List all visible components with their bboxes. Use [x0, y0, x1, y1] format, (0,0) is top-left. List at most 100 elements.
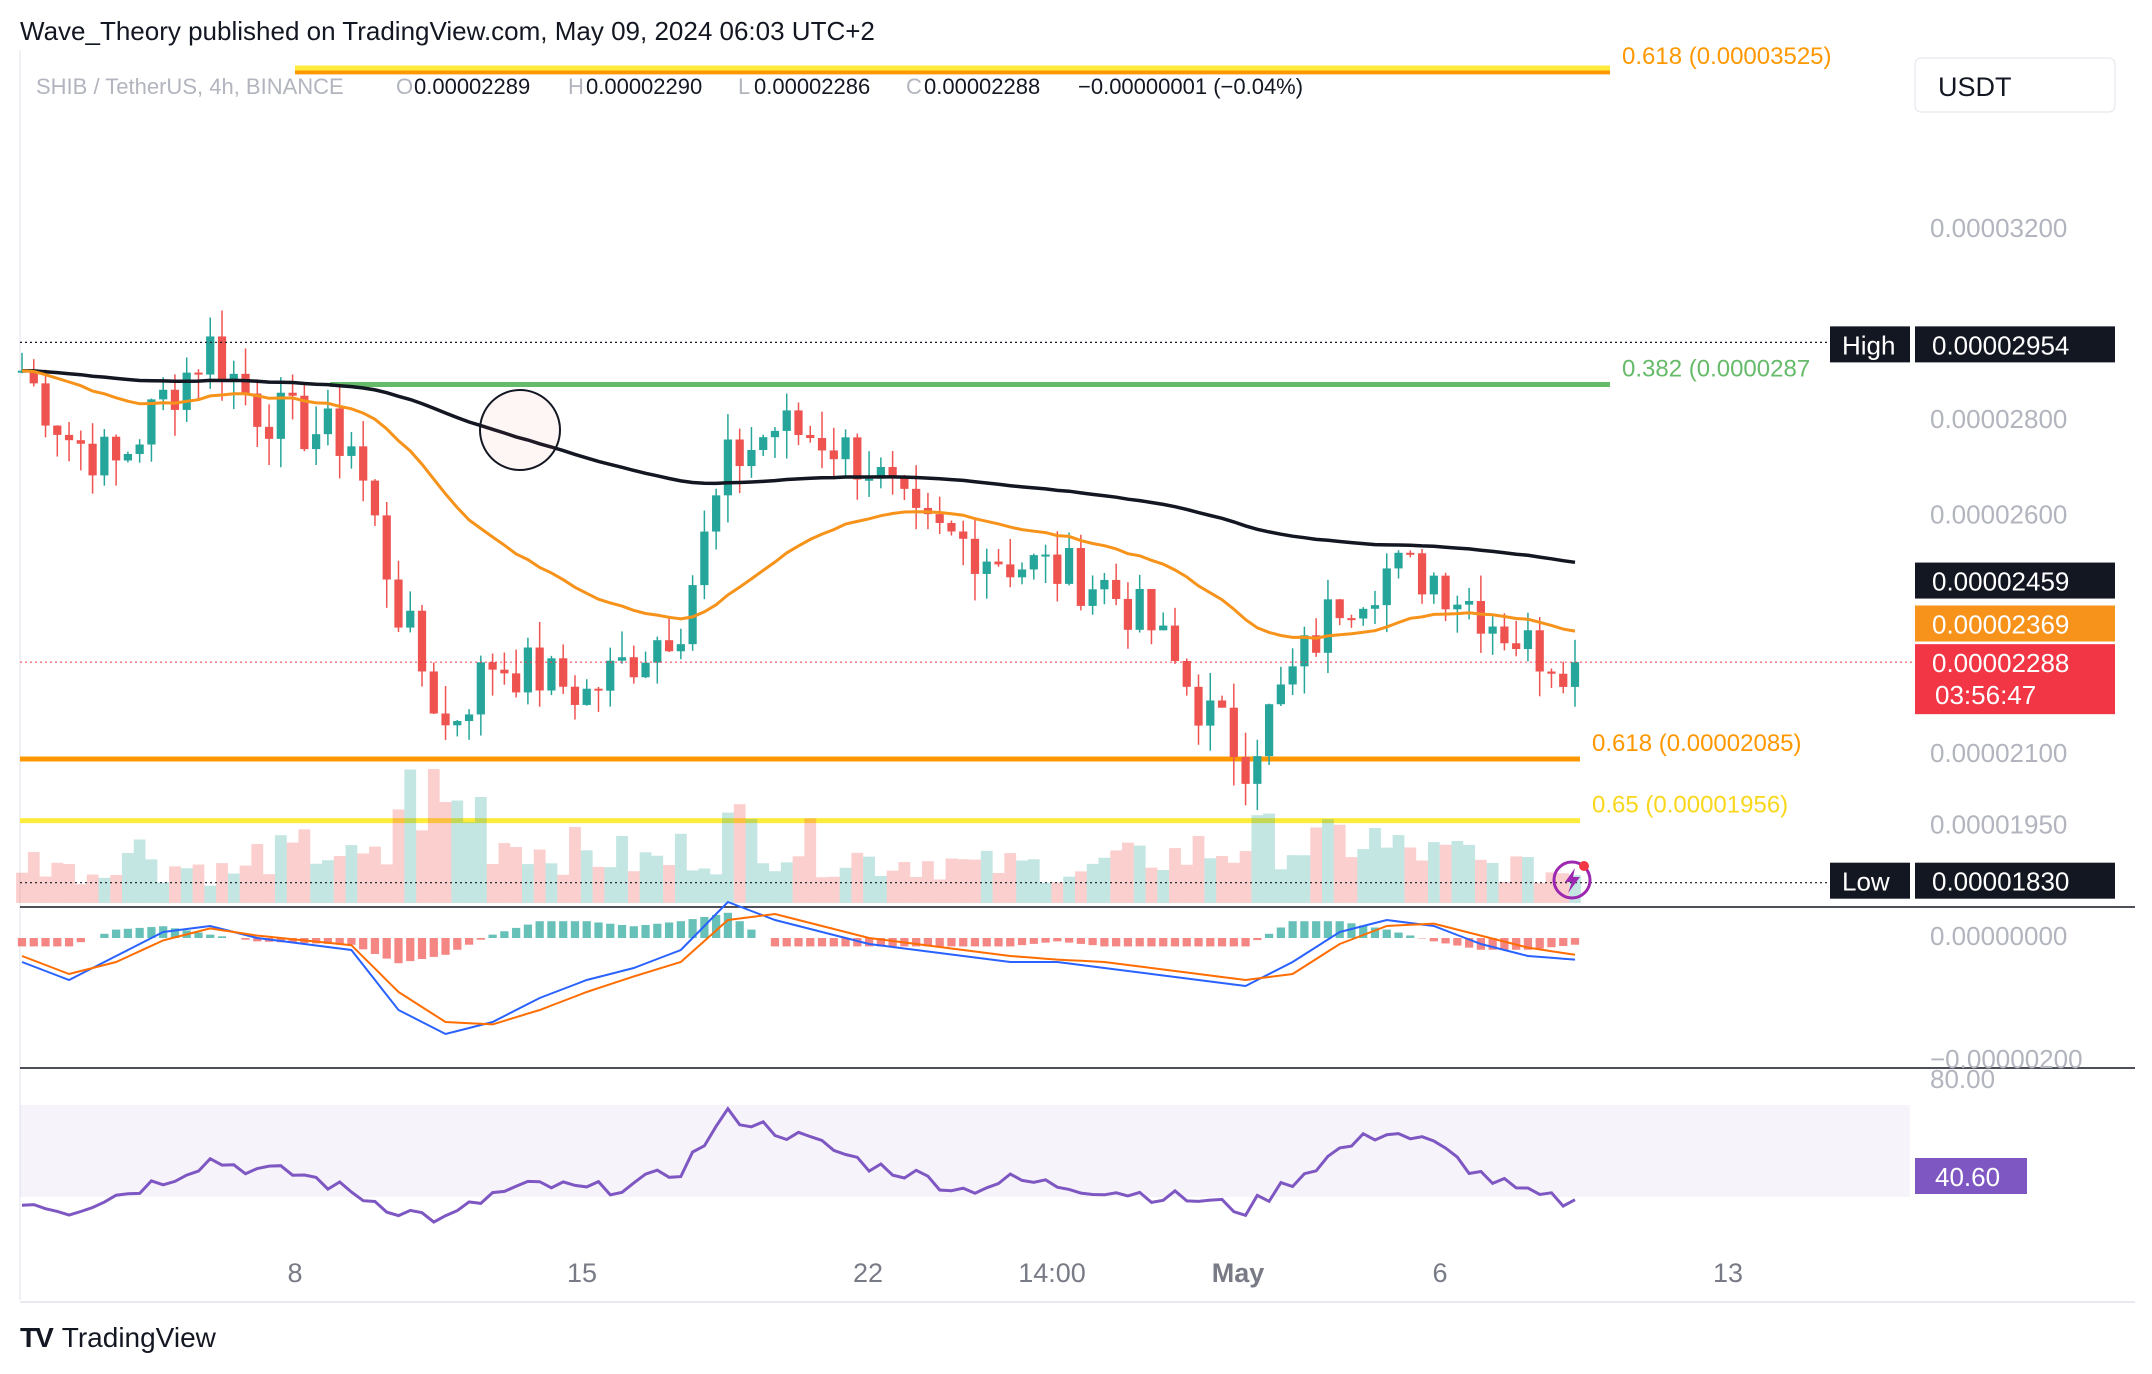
macd-bar: [1370, 927, 1380, 938]
macd-bar: [1300, 921, 1309, 938]
signal-line: [21, 912, 1576, 1026]
volume-bar: [839, 867, 852, 903]
macd-bar: [947, 938, 956, 947]
candle: [500, 652, 509, 685]
candle: [912, 465, 921, 530]
volume-bar: [710, 874, 723, 903]
macd-bar: [76, 938, 85, 943]
ohlc-h-label: H: [568, 74, 584, 99]
macd-bar: [1288, 921, 1297, 938]
candle: [76, 430, 85, 471]
price-marker-2: 0.00002369: [1915, 605, 2115, 642]
macd-bar: [994, 938, 1003, 947]
footer-brand[interactable]: TV TradingView: [20, 1322, 216, 1354]
macd-bar: [876, 938, 885, 947]
candle: [994, 548, 1003, 567]
tradingview-logo-icon: TV: [20, 1322, 54, 1353]
volume-bar: [1004, 853, 1017, 903]
candle: [335, 386, 344, 479]
candle: [300, 383, 309, 452]
rsi-y-tick: 80.00: [1930, 1064, 1995, 1094]
volume-bar: [98, 877, 111, 903]
candle: [88, 423, 97, 494]
candle: [359, 421, 368, 502]
macd-y-tick: −0.00000200: [1930, 1044, 2083, 1074]
macd-bar: [1135, 938, 1144, 947]
alert-icon[interactable]: [1552, 860, 1592, 900]
candle: [1029, 553, 1038, 580]
volume-bar: [1310, 827, 1323, 903]
volume-bar: [1286, 855, 1299, 903]
volume-bar: [510, 847, 523, 903]
macd-bar: [1017, 938, 1027, 946]
candle: [1488, 616, 1497, 655]
volume-bar: [969, 859, 981, 903]
candle: [1253, 739, 1262, 811]
macd-bar: [41, 938, 50, 947]
volume-bar: [980, 850, 993, 903]
macd-bar: [1276, 927, 1285, 938]
candlesticks: [17, 310, 1580, 811]
macd-bar: [770, 938, 780, 947]
macd-bar: [1112, 938, 1121, 947]
volume-bar: [1545, 872, 1558, 903]
macd-bar: [347, 938, 356, 945]
macd-bar: [135, 927, 144, 938]
macd-bar: [853, 938, 862, 947]
candle: [653, 636, 662, 684]
volume-bar: [1039, 882, 1052, 903]
macd-bar: [1100, 938, 1109, 947]
candle: [370, 479, 380, 526]
macd-bar: [747, 929, 756, 938]
candle: [1464, 587, 1474, 620]
candle: [1147, 588, 1156, 645]
volume-bar: [86, 874, 99, 903]
volume-bar: [416, 830, 428, 903]
candle: [782, 393, 791, 459]
volume-bar: [216, 863, 228, 903]
volume-bar: [1404, 847, 1417, 903]
ohlc-c-label: C: [906, 74, 922, 99]
macd-bar: [1547, 938, 1556, 948]
currency-box[interactable]: [1914, 57, 2116, 113]
macd-bar: [1088, 938, 1097, 946]
candle: [864, 451, 874, 497]
x-tick: 22: [853, 1258, 883, 1288]
volume-bar: [192, 864, 205, 903]
candle: [759, 434, 768, 457]
macd-bar: [17, 938, 27, 947]
macd-bar: [323, 938, 333, 944]
macd-bar: [923, 938, 933, 947]
volume-bar: [16, 872, 28, 903]
volume-bar: [910, 876, 923, 903]
candle: [841, 429, 850, 476]
ema-fast-line: [21, 369, 1576, 640]
volume-bar: [1086, 863, 1099, 903]
candle: [959, 520, 968, 566]
macd-y-tick: 0.00000000: [1930, 921, 2067, 951]
macd-bar: [382, 938, 391, 959]
macd-bar: [29, 938, 38, 947]
ohlc-close: 0.00002288: [924, 74, 1040, 99]
volume-bar: [63, 863, 75, 903]
candle: [229, 360, 238, 410]
macd-bar: [888, 938, 897, 947]
ohlc-high: 0.00002290: [586, 74, 702, 99]
candle: [323, 389, 333, 446]
candle: [264, 404, 274, 466]
svg-text:03:56:47: 03:56:47: [1935, 680, 2036, 710]
volume-bar: [1239, 851, 1252, 903]
macd-bar: [441, 938, 450, 955]
volume-bar: [1157, 870, 1170, 903]
macd-bar: [723, 912, 733, 938]
candle: [970, 517, 980, 601]
candle: [1276, 666, 1285, 707]
macd-bar: [829, 938, 838, 947]
macd-bar: [1406, 935, 1415, 938]
volume-bar: [674, 833, 687, 903]
volume-bar: [580, 850, 593, 903]
fib-label-0: 0.618 (0.00003525): [1622, 43, 1832, 70]
macd-bar: [500, 931, 509, 938]
macd-bar: [688, 919, 697, 938]
